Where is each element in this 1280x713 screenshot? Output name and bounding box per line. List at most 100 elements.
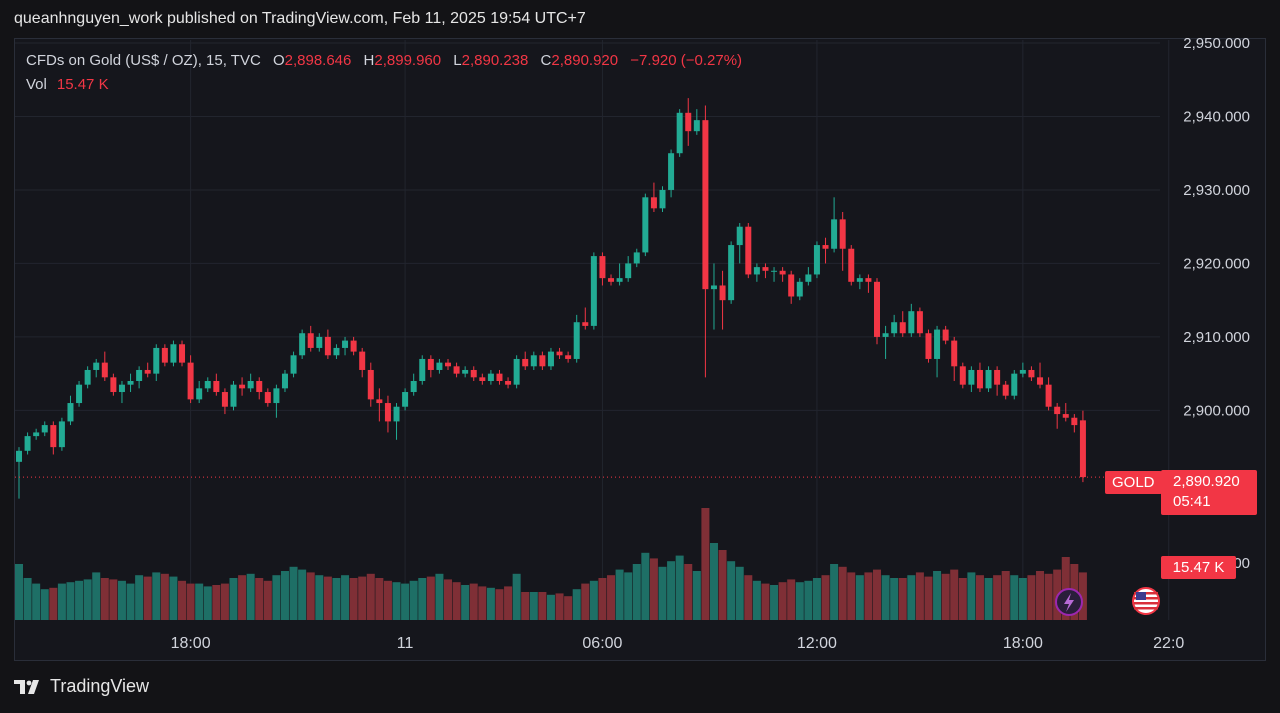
volume-bar <box>641 552 650 620</box>
volume-value: 15.47 K <box>56 76 109 93</box>
volume-bar <box>967 572 976 620</box>
volume-bar <box>572 589 581 620</box>
candle-body <box>530 355 537 367</box>
volume-bar <box>701 508 710 620</box>
volume-bar <box>143 576 152 620</box>
candle-body <box>788 274 795 297</box>
volume-bar <box>418 578 427 620</box>
volume-bar <box>117 580 126 620</box>
x-tick-label: 06:00 <box>582 635 622 652</box>
candle-body <box>728 245 735 301</box>
candle-body <box>1019 369 1026 374</box>
volume-bar <box>1010 575 1019 620</box>
volume-bar <box>864 572 873 620</box>
volume-bar <box>984 578 993 620</box>
volume-bar <box>203 586 212 620</box>
x-tick-label: 12:00 <box>797 635 837 652</box>
candle-body <box>179 344 186 363</box>
volume-bar <box>624 572 633 620</box>
candle-body <box>76 384 83 404</box>
chart-frame[interactable] <box>14 38 1266 661</box>
candle-body <box>487 373 494 381</box>
candle-body <box>839 219 846 249</box>
symbol-price-badge: GOLD <box>1105 471 1162 494</box>
volume-bar <box>486 587 495 620</box>
candle-body <box>410 381 417 393</box>
candle-body <box>668 153 675 190</box>
volume-bar <box>950 569 959 620</box>
candle-body <box>573 322 580 359</box>
candle-body <box>376 399 383 404</box>
candle-body <box>41 425 48 433</box>
y-tick-label: 2,920.000 <box>1183 255 1250 272</box>
volume-bar <box>855 575 864 620</box>
candle-body <box>899 322 906 334</box>
candle-body <box>547 351 554 367</box>
candle-body <box>1079 420 1086 478</box>
volume-bar <box>787 579 796 620</box>
volume-bar <box>718 550 727 620</box>
candle-body <box>24 436 31 451</box>
candle-body <box>848 248 855 282</box>
candle-body <box>324 336 331 356</box>
volume-bar <box>461 585 470 620</box>
candle-body <box>1002 384 1009 396</box>
candle-body <box>513 358 520 385</box>
candle-body <box>290 355 297 374</box>
candle-body <box>685 112 692 132</box>
candle-body <box>762 267 769 271</box>
volume-bar <box>632 564 641 620</box>
candle-body <box>256 381 263 393</box>
volume-bar <box>255 578 264 620</box>
volume-bar <box>323 576 332 620</box>
candle-body <box>307 333 314 348</box>
open-value: 2,898.646 <box>284 52 352 69</box>
volume-bar <box>212 585 221 620</box>
candle-body <box>462 369 469 374</box>
candle-body <box>479 377 486 381</box>
y-tick-label: 2,940.000 <box>1183 108 1250 125</box>
candle-body <box>779 270 786 275</box>
volume-bar <box>15 564 23 620</box>
volume-bar <box>1018 578 1027 620</box>
candle-body <box>161 347 168 363</box>
candle-body <box>153 347 160 374</box>
candle-body <box>891 322 898 334</box>
candle-body <box>676 112 683 154</box>
candle-body <box>264 392 271 404</box>
candle-body <box>959 366 966 385</box>
volume-label[interactable]: Vol <box>26 76 47 93</box>
flag-canton <box>1136 592 1146 600</box>
y-tick-label: 2,930.000 <box>1183 182 1250 199</box>
volume-bar <box>375 578 384 620</box>
candle-body <box>916 311 923 334</box>
candle-body <box>616 278 623 282</box>
volume-bar <box>152 572 161 620</box>
candle-body <box>565 355 572 359</box>
candle-body <box>213 381 220 393</box>
candle-body <box>642 197 649 253</box>
volume-bar <box>924 576 933 620</box>
footer-brand[interactable]: TradingView <box>14 676 149 697</box>
volume-bar <box>692 571 701 620</box>
volume-bar <box>306 572 315 620</box>
x-tick-label: 18:00 <box>1003 635 1043 652</box>
candle-body <box>796 281 803 297</box>
candle-body <box>136 369 143 381</box>
volume-bar <box>478 586 487 620</box>
volume-bar <box>804 580 813 620</box>
candle-body <box>333 347 340 356</box>
candle-body <box>299 333 306 356</box>
volume-bar <box>401 583 410 620</box>
candle-body <box>633 252 640 264</box>
volume-bar <box>890 578 899 620</box>
volume-bar <box>126 583 135 620</box>
symbol-label[interactable]: CFDs on Gold (US$ / OZ), 15, TVC <box>26 52 261 69</box>
volume-bar <box>881 575 890 620</box>
volume-bar <box>830 564 839 620</box>
candle-body <box>771 270 778 272</box>
candle-body <box>419 358 426 381</box>
candle-body <box>101 362 108 378</box>
volume-bar <box>1027 575 1036 620</box>
